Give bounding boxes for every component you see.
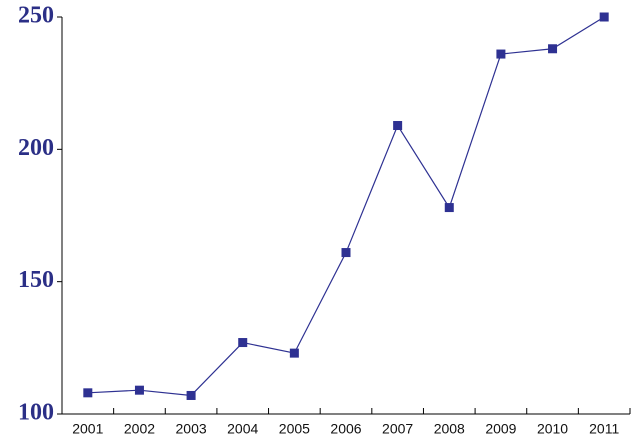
x-tick-label: 2007	[382, 421, 413, 437]
marker	[599, 12, 609, 22]
x-tick-label: 2005	[279, 421, 310, 437]
y-tick-label: 250	[18, 3, 54, 29]
marker	[186, 390, 196, 400]
x-tick-label: 2009	[485, 421, 516, 437]
x-tick-label: 2003	[176, 421, 207, 437]
x-tick-label: 2011	[589, 421, 619, 437]
x-tick-label: 2010	[537, 421, 568, 437]
x-tick-label: 2002	[124, 421, 155, 437]
x-tick-label: 2001	[72, 421, 103, 437]
marker	[289, 348, 299, 358]
x-tick-label: 2004	[227, 421, 258, 437]
marker	[238, 338, 248, 348]
x-tick-label: 2008	[434, 421, 465, 437]
y-tick-label: 150	[18, 267, 54, 293]
marker	[548, 44, 558, 54]
marker	[341, 248, 351, 258]
y-tick-label: 200	[18, 135, 54, 161]
x-tick-label: 2006	[330, 421, 361, 437]
marker	[134, 385, 144, 395]
marker	[83, 388, 93, 398]
marker	[393, 121, 403, 131]
y-tick-label: 100	[18, 400, 54, 426]
marker	[444, 203, 454, 213]
marker	[496, 49, 506, 59]
